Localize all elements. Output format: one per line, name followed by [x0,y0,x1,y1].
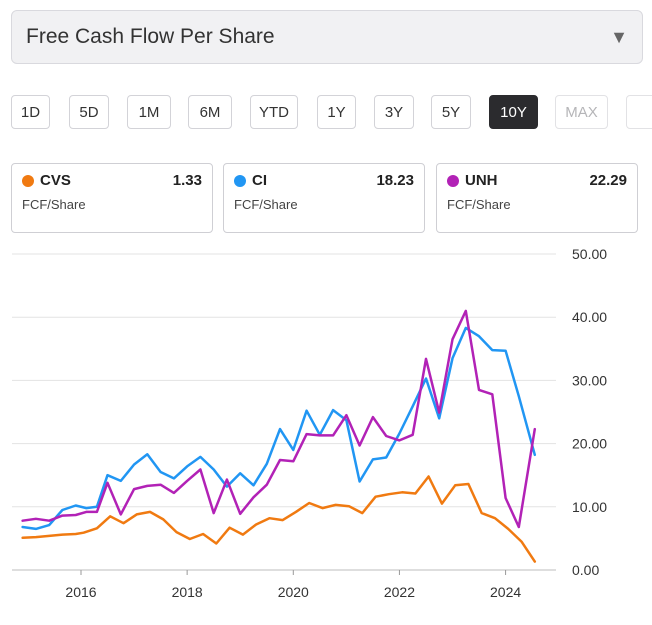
range-button-1m[interactable]: 1M [127,95,171,129]
cvs-color-dot-icon [22,174,34,187]
ci-color-dot-icon [234,174,246,187]
metric-selector[interactable]: Free Cash Flow Per Share ▼ [11,10,643,64]
range-button-10y[interactable]: 10Y [489,95,538,129]
chart-series [21,309,537,563]
x-tick-label: 2020 [278,584,309,600]
range-button-max[interactable]: MAX [555,95,608,129]
y-tick-label: 20.00 [572,436,607,452]
card-subtitle: FCF/Share [447,197,511,212]
y-tick-label: 40.00 [572,309,607,325]
x-tick-label: 2024 [490,584,521,600]
card-value: 22.29 [589,172,627,189]
card-cvs[interactable]: CVS 1.33 FCF/Share [11,163,213,233]
y-tick-label: 0.00 [572,562,599,578]
series-line-unh[interactable] [21,309,537,529]
range-button-1y[interactable]: 1Y [317,95,356,129]
series-line-ci[interactable] [21,326,537,531]
metric-selector-label: Free Cash Flow Per Share [26,25,275,48]
range-button-3y[interactable]: 3Y [374,95,414,129]
range-button-1d[interactable]: 1D [11,95,50,129]
card-ticker: CVS [40,172,71,189]
x-axis-ticks: 2016 2018 2020 2022 2024 [65,570,521,600]
card-ticker: UNH [465,172,498,189]
x-tick-label: 2016 [65,584,96,600]
card-subtitle: FCF/Share [234,197,298,212]
y-tick-label: 10.00 [572,499,607,515]
range-button-5d[interactable]: 5D [69,95,109,129]
time-range-bar: 1D 5D 1M 6M YTD 1Y 3Y 5Y 10Y MAX [11,95,652,129]
y-axis-ticks: 0.00 10.00 20.00 30.00 40.00 50.00 [572,246,607,578]
card-subtitle: FCF/Share [22,197,86,212]
chart-gridlines [12,253,556,571]
range-button-ytd[interactable]: YTD [250,95,298,129]
card-ticker: CI [252,172,267,189]
y-tick-label: 50.00 [572,246,607,262]
range-button-overflow[interactable] [626,95,652,129]
card-value: 1.33 [172,172,202,189]
y-tick-label: 30.00 [572,372,607,388]
x-tick-label: 2022 [384,584,415,600]
x-tick-label: 2018 [172,584,203,600]
chevron-down-icon: ▼ [610,26,628,47]
range-button-6m[interactable]: 6M [188,95,232,129]
range-button-5y[interactable]: 5Y [431,95,471,129]
card-value: 18.23 [376,172,414,189]
unh-color-dot-icon [447,174,459,187]
card-ci[interactable]: CI 18.23 FCF/Share [223,163,425,233]
card-unh[interactable]: UNH 22.29 FCF/Share [436,163,638,233]
series-line-cvs[interactable] [21,475,537,563]
